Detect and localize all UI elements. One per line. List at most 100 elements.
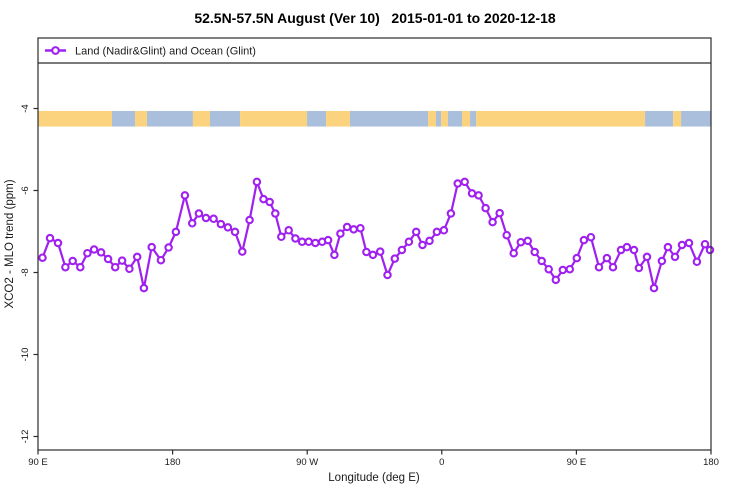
x-tick-label: 180 bbox=[703, 457, 719, 468]
data-point-marker bbox=[418, 240, 427, 250]
data-point-marker bbox=[700, 239, 710, 249]
legend-circle-marker-icon bbox=[51, 46, 60, 55]
data-point-marker bbox=[330, 250, 339, 260]
x-tick-label: 180 bbox=[165, 457, 181, 468]
data-point-marker bbox=[291, 234, 300, 243]
x-tick-label: 0 bbox=[439, 457, 444, 468]
data-point-marker bbox=[439, 226, 449, 235]
data-point-marker bbox=[238, 247, 247, 256]
data-point-marker bbox=[336, 229, 345, 238]
data-point-marker bbox=[76, 262, 85, 272]
data-series bbox=[38, 177, 715, 293]
data-point-marker bbox=[342, 222, 352, 232]
x-tick-label: 90 E bbox=[567, 457, 587, 468]
data-point-marker bbox=[523, 236, 533, 246]
data-point-marker bbox=[516, 237, 526, 247]
legend-label: Land (Nadir&Glint) and Ocean (Glint) bbox=[75, 46, 256, 58]
chart-title: 52.5N-57.5N August (Ver 10) 2015-01-01 t… bbox=[194, 10, 556, 26]
y-tick-label: -6 bbox=[20, 186, 31, 194]
data-point-marker bbox=[164, 243, 173, 252]
x-tick-label: 90 E bbox=[28, 457, 48, 468]
data-point-marker bbox=[432, 227, 442, 237]
data-point-marker bbox=[634, 263, 644, 273]
map-strip bbox=[38, 110, 711, 127]
data-point-marker bbox=[602, 253, 612, 263]
data-point-marker bbox=[147, 242, 156, 252]
data-point-marker bbox=[467, 189, 477, 198]
data-point-marker bbox=[277, 232, 286, 242]
data-point-marker bbox=[460, 177, 469, 187]
data-point-marker bbox=[649, 283, 659, 293]
map-strip-segment-land bbox=[476, 110, 646, 127]
data-point-marker bbox=[481, 203, 490, 213]
data-point-marker bbox=[404, 237, 414, 247]
map-strip-segment-ocean bbox=[447, 110, 462, 127]
data-point-marker bbox=[411, 227, 421, 237]
data-point-marker bbox=[323, 235, 333, 245]
y-tick-label: -10 bbox=[20, 348, 31, 362]
data-point-marker bbox=[692, 257, 702, 267]
map-strip-segment-land bbox=[135, 110, 148, 127]
data-point-marker bbox=[53, 238, 63, 248]
data-point-marker bbox=[230, 227, 240, 237]
map-strip-segment-ocean bbox=[209, 110, 241, 127]
data-point-marker bbox=[216, 219, 226, 229]
data-point-marker bbox=[474, 191, 483, 200]
data-point-marker bbox=[362, 247, 371, 257]
data-point-marker bbox=[265, 197, 274, 207]
map-strip-segment-ocean bbox=[435, 110, 442, 127]
data-point-marker bbox=[139, 283, 149, 293]
data-point-marker bbox=[68, 256, 77, 266]
data-point-marker bbox=[608, 262, 618, 272]
data-point-marker bbox=[488, 217, 497, 227]
legend: Land (Nadir&Glint) and Ocean (Glint) bbox=[45, 46, 256, 58]
data-point-marker bbox=[110, 262, 120, 272]
data-point-marker bbox=[705, 245, 715, 255]
data-point-marker bbox=[509, 248, 518, 258]
data-point-marker bbox=[530, 247, 539, 257]
x-tick-label: 90 W bbox=[296, 457, 318, 468]
data-point-marker bbox=[132, 252, 142, 262]
data-point-marker bbox=[622, 242, 632, 252]
data-point-marker bbox=[586, 232, 596, 242]
data-point-marker bbox=[187, 219, 197, 228]
data-point-marker bbox=[558, 265, 568, 275]
data-point-marker bbox=[83, 248, 92, 258]
data-point-marker bbox=[223, 223, 233, 232]
y-axis-label: XCO2 - MLO trend (ppm) bbox=[4, 179, 16, 308]
y-tick-label: -8 bbox=[20, 268, 31, 276]
data-point-marker bbox=[201, 213, 211, 223]
data-point-marker bbox=[156, 255, 166, 265]
data-point-marker bbox=[657, 256, 667, 266]
map-strip-segment-ocean bbox=[147, 110, 193, 127]
data-point-marker bbox=[502, 230, 511, 240]
data-point-marker bbox=[194, 209, 204, 218]
data-point-marker bbox=[103, 254, 113, 264]
data-point-marker bbox=[245, 215, 254, 225]
map-strip-segment-land bbox=[38, 110, 113, 127]
map-strip-segment-ocean bbox=[645, 110, 674, 127]
data-point-marker bbox=[551, 275, 561, 285]
x-axis-label: Longitude (deg E) bbox=[328, 472, 420, 484]
data-point-marker bbox=[311, 238, 320, 248]
data-point-marker bbox=[96, 248, 106, 257]
data-point-marker bbox=[284, 226, 293, 235]
data-point-marker bbox=[375, 247, 385, 256]
data-point-marker bbox=[390, 254, 400, 263]
data-point-marker bbox=[397, 245, 407, 255]
data-point-marker bbox=[495, 208, 504, 218]
data-point-marker bbox=[209, 214, 218, 224]
map-strip-segment-land bbox=[326, 110, 350, 127]
map-strip-segment-land bbox=[192, 110, 210, 127]
data-point-marker bbox=[171, 227, 181, 237]
data-point-marker bbox=[642, 252, 652, 262]
data-point-marker bbox=[670, 252, 680, 262]
data-point-marker bbox=[684, 238, 694, 248]
map-strip-segment-land bbox=[461, 110, 471, 127]
data-point-marker bbox=[594, 262, 604, 272]
data-point-marker bbox=[125, 264, 134, 274]
data-point-marker bbox=[537, 256, 546, 266]
data-point-marker bbox=[271, 209, 280, 218]
